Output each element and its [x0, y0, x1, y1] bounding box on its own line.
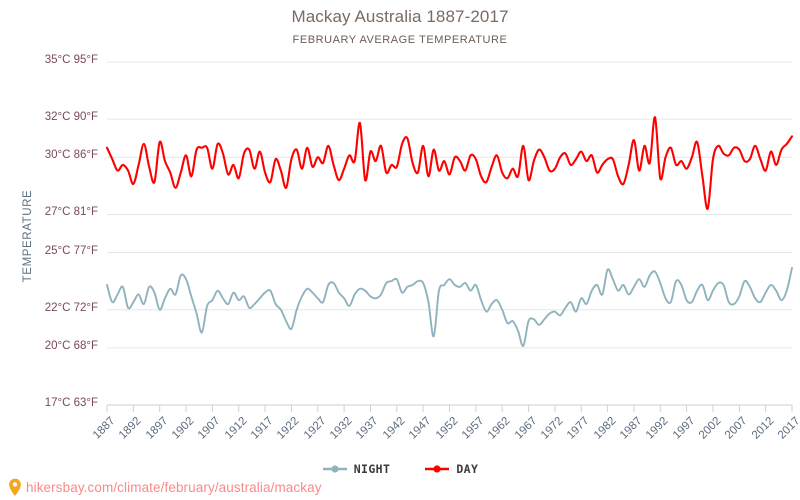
x-axis-ticks [106, 404, 793, 412]
y-axis-tick-label: 25°C 77°F [44, 244, 98, 257]
night-series-line [106, 266, 793, 347]
legend-item-night[interactable]: NIGHT [322, 462, 391, 476]
map-pin-icon [9, 478, 21, 496]
y-axis-tick-labels: 35°C 95°F 32°C 90°F 30°C 86°F 27°C 81°F 25°C… [14, 0, 98, 500]
y-axis-tick-label: 20°C 68°F [44, 339, 98, 352]
day-series-line [105, 116, 794, 210]
footer-url-text: hikersbay.com/climate/february/australia… [26, 479, 322, 495]
y-axis-tick-label: 35°C 95°F [44, 54, 98, 66]
legend-label-day: DAY [456, 462, 479, 476]
day-legend-marker-icon [425, 465, 450, 473]
y-axis-tick-label: 27°C 81°F [44, 206, 98, 219]
legend-label-night: NIGHT [353, 462, 391, 476]
footer[interactable]: hikersbay.com/climate/february/australia… [8, 478, 322, 496]
chart-subtitle: FEBRUARY AVERAGE TEMPERATURE [292, 34, 508, 46]
legend-item-day[interactable]: DAY [424, 462, 478, 476]
gridlines [107, 61, 792, 406]
y-axis-tick-label: 30°C 86°F [44, 149, 98, 162]
y-axis-tick-label: 22°C 72°F [44, 301, 98, 314]
y-axis-tick-label: 32°C 90°F [44, 111, 98, 124]
night-legend-marker-icon [322, 465, 347, 473]
chart-title: Mackay Australia 1887-2017 [291, 7, 509, 26]
chart-legend: NIGHT DAY [0, 462, 800, 476]
y-axis-tick-label: 17°C 63°F [44, 397, 98, 409]
